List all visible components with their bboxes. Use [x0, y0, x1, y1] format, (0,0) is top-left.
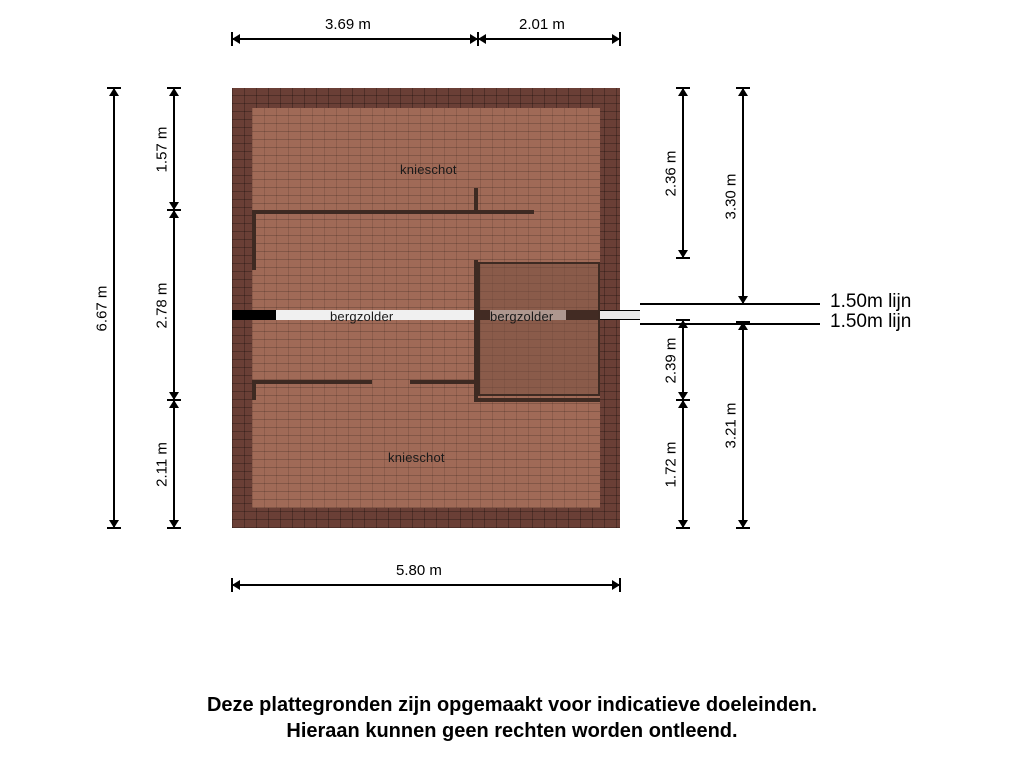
- dim-arrow: [738, 88, 748, 96]
- dim-line-v: [682, 88, 684, 258]
- inset-panel: [478, 262, 600, 396]
- disclaimer-text: Deze plattegronden zijn opgemaakt voor i…: [0, 692, 1024, 744]
- dim-line-v: [113, 88, 115, 528]
- interior-wall: [252, 380, 372, 384]
- dim-label: 3.30 m: [723, 172, 740, 222]
- dim-arrow: [612, 34, 620, 44]
- dim-line-v: [173, 210, 175, 400]
- dim-line-v: [682, 320, 684, 400]
- dim-arrow: [678, 400, 688, 408]
- height-line: [640, 303, 820, 305]
- dim-line-h: [232, 584, 620, 586]
- dim-label: 1.57 m: [154, 125, 171, 175]
- dim-line-v: [173, 400, 175, 528]
- disclaimer-line1: Deze plattegronden zijn opgemaakt voor i…: [0, 692, 1024, 718]
- dim-arrow: [612, 580, 620, 590]
- dim-arrow: [169, 520, 179, 528]
- dim-arrow: [232, 580, 240, 590]
- room-label: knieschot: [400, 162, 457, 177]
- dim-arrow: [232, 34, 240, 44]
- dim-line-h: [232, 38, 478, 40]
- dim-arrow: [678, 88, 688, 96]
- floorplan-stage: knieschot bergzolder bergzolder knieschot 3…: [0, 0, 1024, 768]
- dim-label: 2.01 m: [519, 16, 565, 33]
- dim-label: 3.69 m: [325, 16, 371, 33]
- dim-label: 1.72 m: [663, 440, 680, 490]
- dim-label: 5.80 m: [396, 562, 442, 579]
- dim-arrow: [169, 88, 179, 96]
- dim-arrow: [478, 34, 486, 44]
- dim-line-v: [742, 88, 744, 304]
- room-label: bergzolder: [330, 309, 393, 324]
- dim-arrow: [678, 250, 688, 258]
- dim-line-v: [742, 322, 744, 528]
- dim-arrow: [109, 520, 119, 528]
- dim-arrow: [169, 210, 179, 218]
- dim-label: 2.11 m: [154, 440, 171, 490]
- interior-wall: [252, 210, 474, 214]
- interior-wall: [474, 398, 600, 402]
- dim-label: 2.78 m: [154, 281, 171, 331]
- dim-arrow: [109, 88, 119, 96]
- dim-arrow: [738, 520, 748, 528]
- height-line-label: 1.50m lijn: [830, 311, 911, 333]
- dim-arrow: [678, 520, 688, 528]
- interior-wall: [474, 210, 534, 214]
- ridge-gap: [232, 310, 276, 320]
- height-line-label: 1.50m lijn: [830, 291, 911, 313]
- room-label: bergzolder: [490, 309, 553, 324]
- room-label: knieschot: [388, 450, 445, 465]
- dim-label: 2.39 m: [663, 336, 680, 386]
- interior-wall: [410, 380, 474, 384]
- dim-arrow: [169, 400, 179, 408]
- height-line: [640, 323, 820, 325]
- disclaimer-line2: Hieraan kunnen geen rechten worden ontle…: [0, 718, 1024, 744]
- interior-wall: [252, 210, 256, 270]
- dim-line-v: [682, 400, 684, 528]
- dim-label: 2.36 m: [663, 149, 680, 199]
- dim-line-h: [478, 38, 620, 40]
- ridge-ext: [600, 310, 640, 320]
- dim-label: 6.67 m: [94, 284, 111, 334]
- dim-label: 3.21 m: [723, 401, 740, 451]
- dim-line-v: [173, 88, 175, 210]
